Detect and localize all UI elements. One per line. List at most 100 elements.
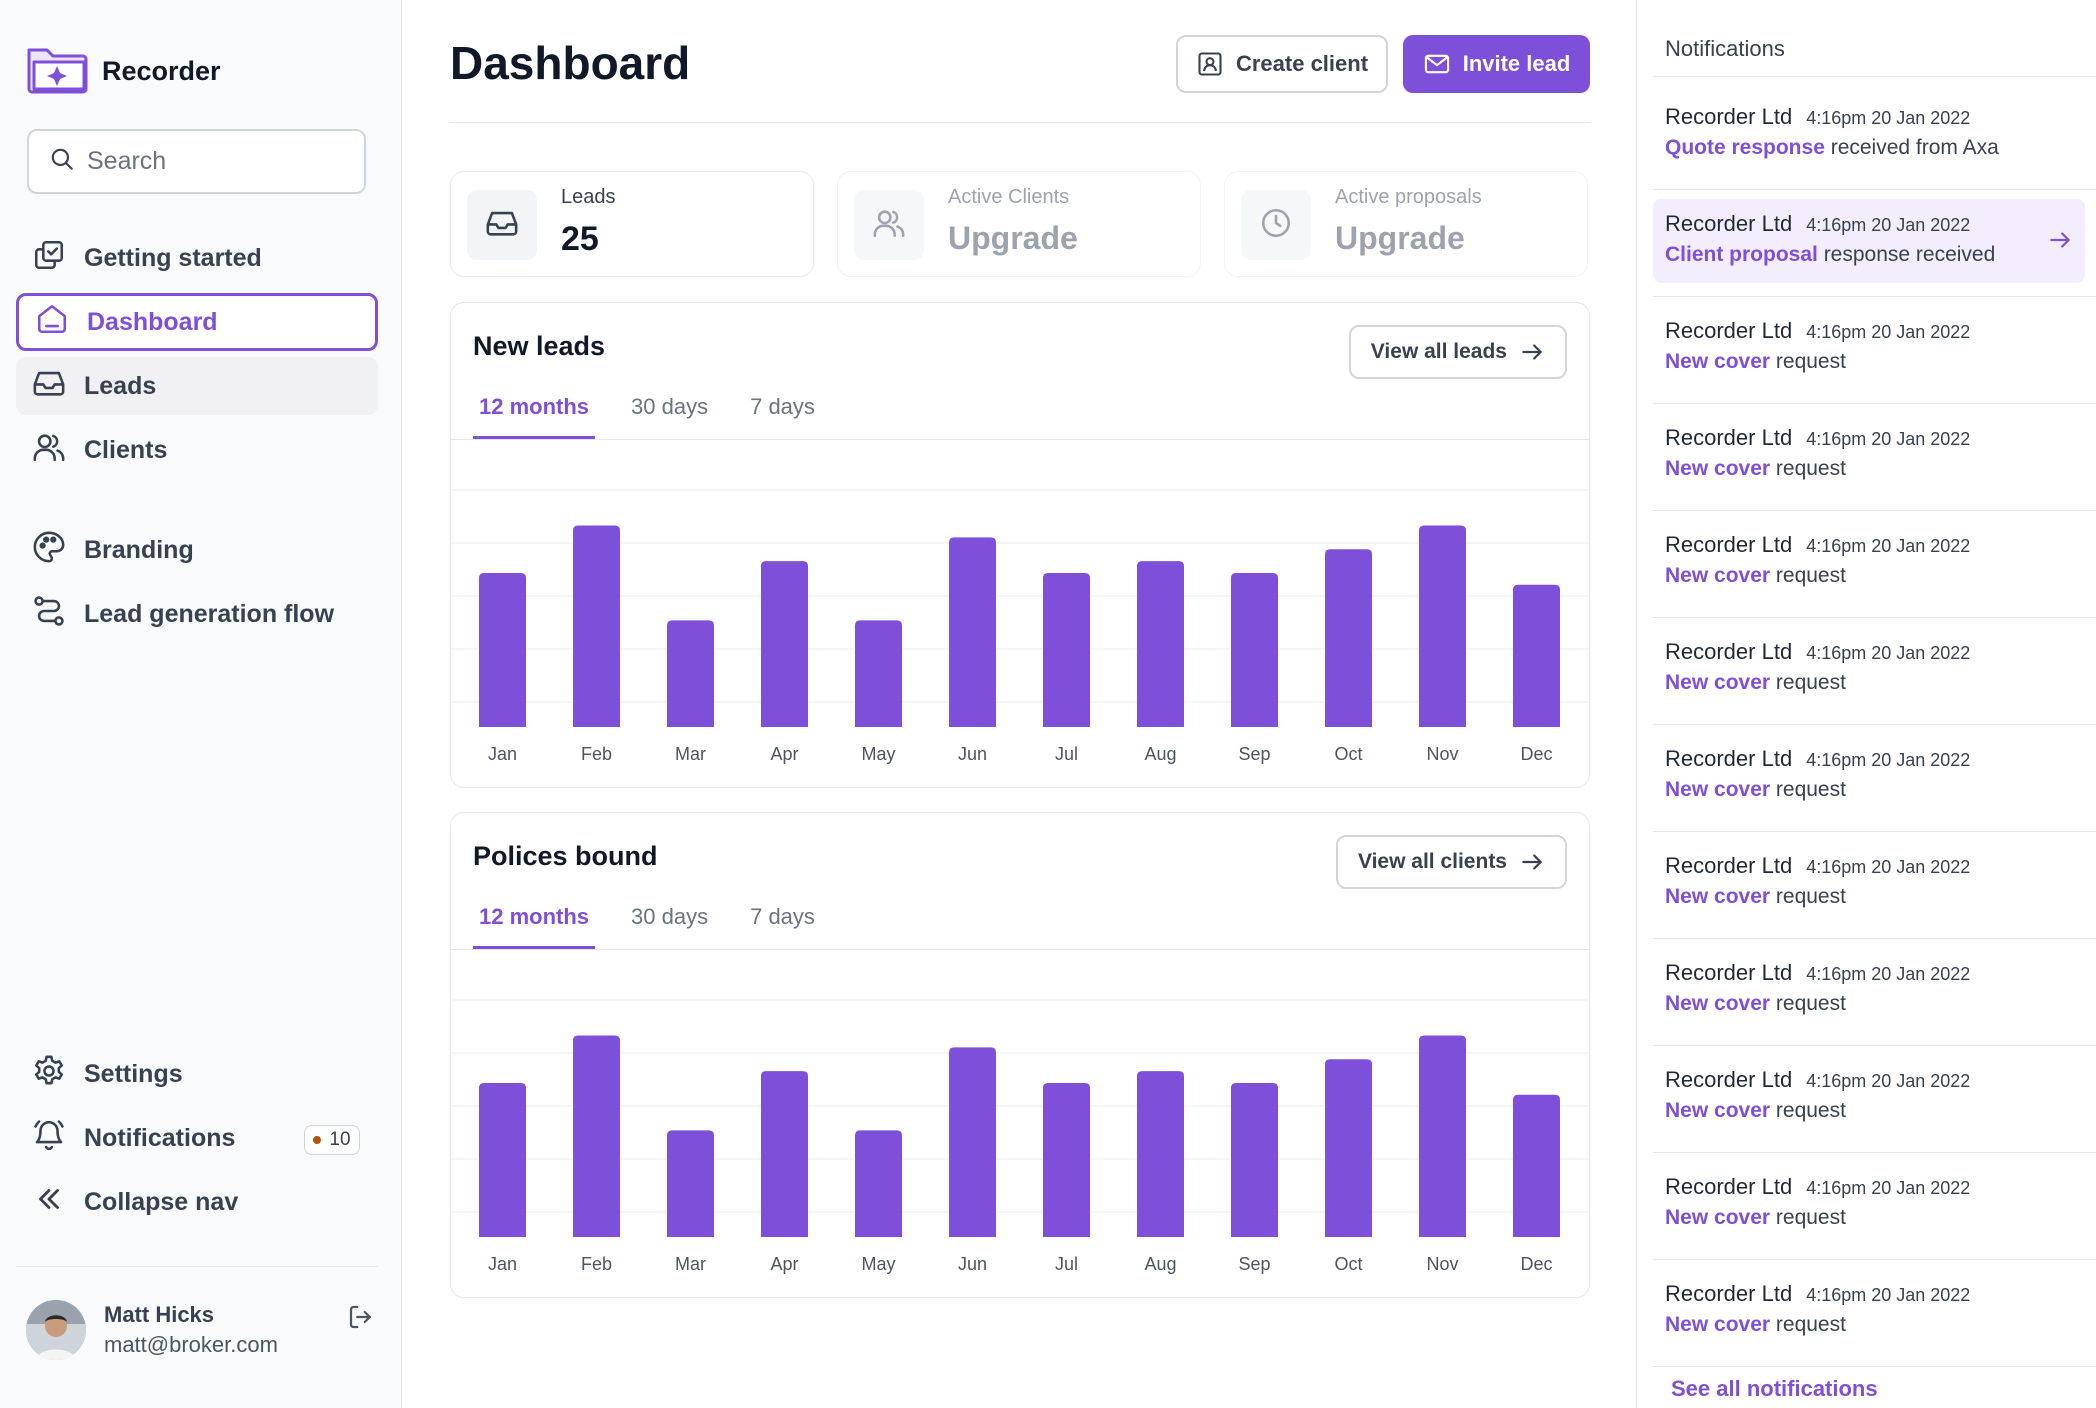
chart-x-tick-label: Feb	[581, 744, 612, 764]
chart-bar[interactable]	[1043, 1082, 1090, 1237]
chart-bar[interactable]	[573, 1035, 620, 1237]
chart-x-tick-label: Oct	[1334, 744, 1362, 764]
nav-lead-generation-flow[interactable]: Lead generation flow	[16, 585, 378, 643]
notification-divider	[1653, 510, 2096, 511]
notification-item[interactable]: Recorder Ltd 4:16pm 20 Jan 2022 New cover …	[1653, 841, 2085, 925]
chart-bar[interactable]	[1419, 525, 1466, 727]
chart-bar[interactable]	[1137, 561, 1184, 727]
nav-clients[interactable]: Clients	[16, 421, 378, 479]
nav-leads[interactable]: Leads	[16, 357, 378, 415]
header-divider	[450, 122, 1590, 123]
nav-settings[interactable]: Settings	[16, 1045, 378, 1103]
chart-bar[interactable]	[1325, 1059, 1372, 1237]
brand[interactable]: Recorder	[26, 44, 221, 99]
nav-notifications[interactable]: Notifications 10	[16, 1109, 378, 1167]
chart-bar[interactable]	[667, 1130, 714, 1237]
chart-bar[interactable]	[1325, 549, 1372, 727]
notification-divider	[1653, 831, 2096, 832]
chart-x-tick-label: Aug	[1144, 744, 1176, 764]
view-all-leads-label: View all leads	[1370, 340, 1507, 363]
chart-bar[interactable]	[855, 620, 902, 727]
bell-ringing-icon	[32, 1118, 66, 1159]
notification-item[interactable]: Recorder Ltd 4:16pm 20 Jan 2022 New cover …	[1653, 413, 2085, 497]
notification-item[interactable]: Recorder Ltd 4:16pm 20 Jan 2022 New cover …	[1653, 948, 2085, 1032]
notification-message: New cover request	[1665, 457, 2085, 481]
chart-x-tick-label: Feb	[581, 1254, 612, 1274]
chart-x-tick-label: Apr	[770, 744, 798, 764]
tab-12-months[interactable]: 12 months	[473, 391, 596, 439]
mail-icon	[1423, 50, 1451, 78]
chart-bar[interactable]	[479, 1082, 526, 1237]
tabs-divider	[451, 949, 1589, 950]
notification-item[interactable]: Recorder Ltd 4:16pm 20 Jan 2022 New cover …	[1653, 734, 2085, 818]
chart-bar[interactable]	[761, 1071, 808, 1237]
contact-card-icon	[1196, 50, 1224, 78]
nav-branding[interactable]: Branding	[16, 521, 378, 579]
tab-7-days[interactable]: 7 days	[750, 904, 815, 929]
see-all-notifications-link[interactable]: See all notifications	[1671, 1376, 1878, 1401]
notification-sender: Recorder Ltd	[1665, 532, 1793, 557]
invite-lead-button[interactable]: Invite lead	[1403, 35, 1590, 93]
chart-bar[interactable]	[949, 537, 996, 727]
notification-item[interactable]: Recorder Ltd 4:16pm 20 Jan 2022 New cover …	[1653, 1055, 2085, 1139]
notification-item[interactable]: Recorder Ltd 4:16pm 20 Jan 2022 New cover …	[1653, 1269, 2085, 1353]
stat-active-proposals[interactable]: Active proposals Upgrade	[1224, 171, 1588, 277]
tab-30-days[interactable]: 30 days	[631, 904, 709, 929]
search-box[interactable]	[27, 129, 366, 194]
nav-collapse[interactable]: Collapse nav	[16, 1173, 378, 1231]
view-all-clients-button[interactable]: View all clients	[1335, 835, 1567, 889]
stat-active-clients[interactable]: Active Clients Upgrade	[837, 171, 1201, 277]
stat-leads[interactable]: Leads 25	[450, 171, 814, 277]
chart-bar[interactable]	[1419, 1035, 1466, 1237]
create-client-button[interactable]: Create client	[1176, 35, 1388, 93]
chart-bar[interactable]	[479, 572, 526, 727]
chart-bar[interactable]	[667, 620, 714, 727]
arrow-right-icon[interactable]	[2047, 227, 2073, 258]
notification-highlight: New cover	[1665, 1206, 1771, 1229]
notification-item[interactable]: Recorder Ltd 4:16pm 20 Jan 2022 New cover …	[1653, 520, 2085, 604]
chart-x-tick-label: Jul	[1055, 1254, 1078, 1274]
search-input[interactable]	[87, 147, 347, 176]
notification-item[interactable]: Recorder Ltd 4:16pm 20 Jan 2022 New cover …	[1653, 306, 2085, 390]
nav-getting-started[interactable]: Getting started	[16, 229, 378, 287]
notification-rest: request	[1770, 671, 1846, 694]
chart-bar[interactable]	[1231, 1082, 1278, 1237]
notification-time: 4:16pm 20 Jan 2022	[1806, 750, 1971, 770]
notification-item[interactable]: Recorder Ltd 4:16pm 20 Jan 2022 Client pro…	[1653, 199, 2085, 283]
nav-settings-label: Settings	[84, 1059, 183, 1088]
chart-x-tick-label: Mar	[675, 744, 706, 764]
view-all-leads-button[interactable]: View all leads	[1348, 325, 1567, 379]
notification-item[interactable]: Recorder Ltd 4:16pm 20 Jan 2022 Quote resp…	[1653, 92, 2085, 176]
notification-item[interactable]: Recorder Ltd 4:16pm 20 Jan 2022 New cover …	[1653, 1162, 2085, 1246]
chart-bar[interactable]	[949, 1047, 996, 1237]
chart-bar[interactable]	[1513, 1094, 1560, 1237]
tab-30-days[interactable]: 30 days	[631, 394, 709, 419]
chart-bar[interactable]	[1513, 584, 1560, 727]
notification-highlight: New cover	[1665, 671, 1771, 694]
logout-icon[interactable]	[346, 1302, 376, 1337]
nav-dashboard[interactable]: Dashboard	[16, 293, 378, 351]
clock-icon	[1259, 206, 1293, 245]
nav-branding-label: Branding	[84, 535, 194, 564]
chart-bar[interactable]	[1137, 1071, 1184, 1237]
tab-7-days[interactable]: 7 days	[750, 394, 815, 419]
notification-sender: Recorder Ltd	[1665, 960, 1793, 985]
notification-highlight: Client proposal	[1665, 243, 1818, 266]
notification-item[interactable]: Recorder Ltd 4:16pm 20 Jan 2022 New cover …	[1653, 627, 2085, 711]
notification-time: 4:16pm 20 Jan 2022	[1806, 429, 1971, 449]
chart-bar[interactable]	[1231, 572, 1278, 727]
chart-bar[interactable]	[1043, 572, 1090, 727]
notification-highlight: New cover	[1665, 457, 1771, 480]
notification-divider	[1653, 403, 2096, 404]
chart-bar[interactable]	[855, 1130, 902, 1237]
tab-12-months[interactable]: 12 months	[473, 901, 596, 949]
stat-label: Active proposals	[1335, 186, 1482, 208]
users-icon	[32, 430, 66, 471]
avatar[interactable]	[26, 1300, 86, 1360]
new-leads-card: New leads View all leads 12 months 30 da…	[450, 302, 1590, 788]
nav-lead-generation-flow-label: Lead generation flow	[84, 599, 335, 628]
copy-check-icon	[32, 238, 66, 279]
chart-bar[interactable]	[573, 525, 620, 727]
chart-bar[interactable]	[761, 561, 808, 727]
stat-proposals-icon-wrap	[1241, 190, 1311, 260]
